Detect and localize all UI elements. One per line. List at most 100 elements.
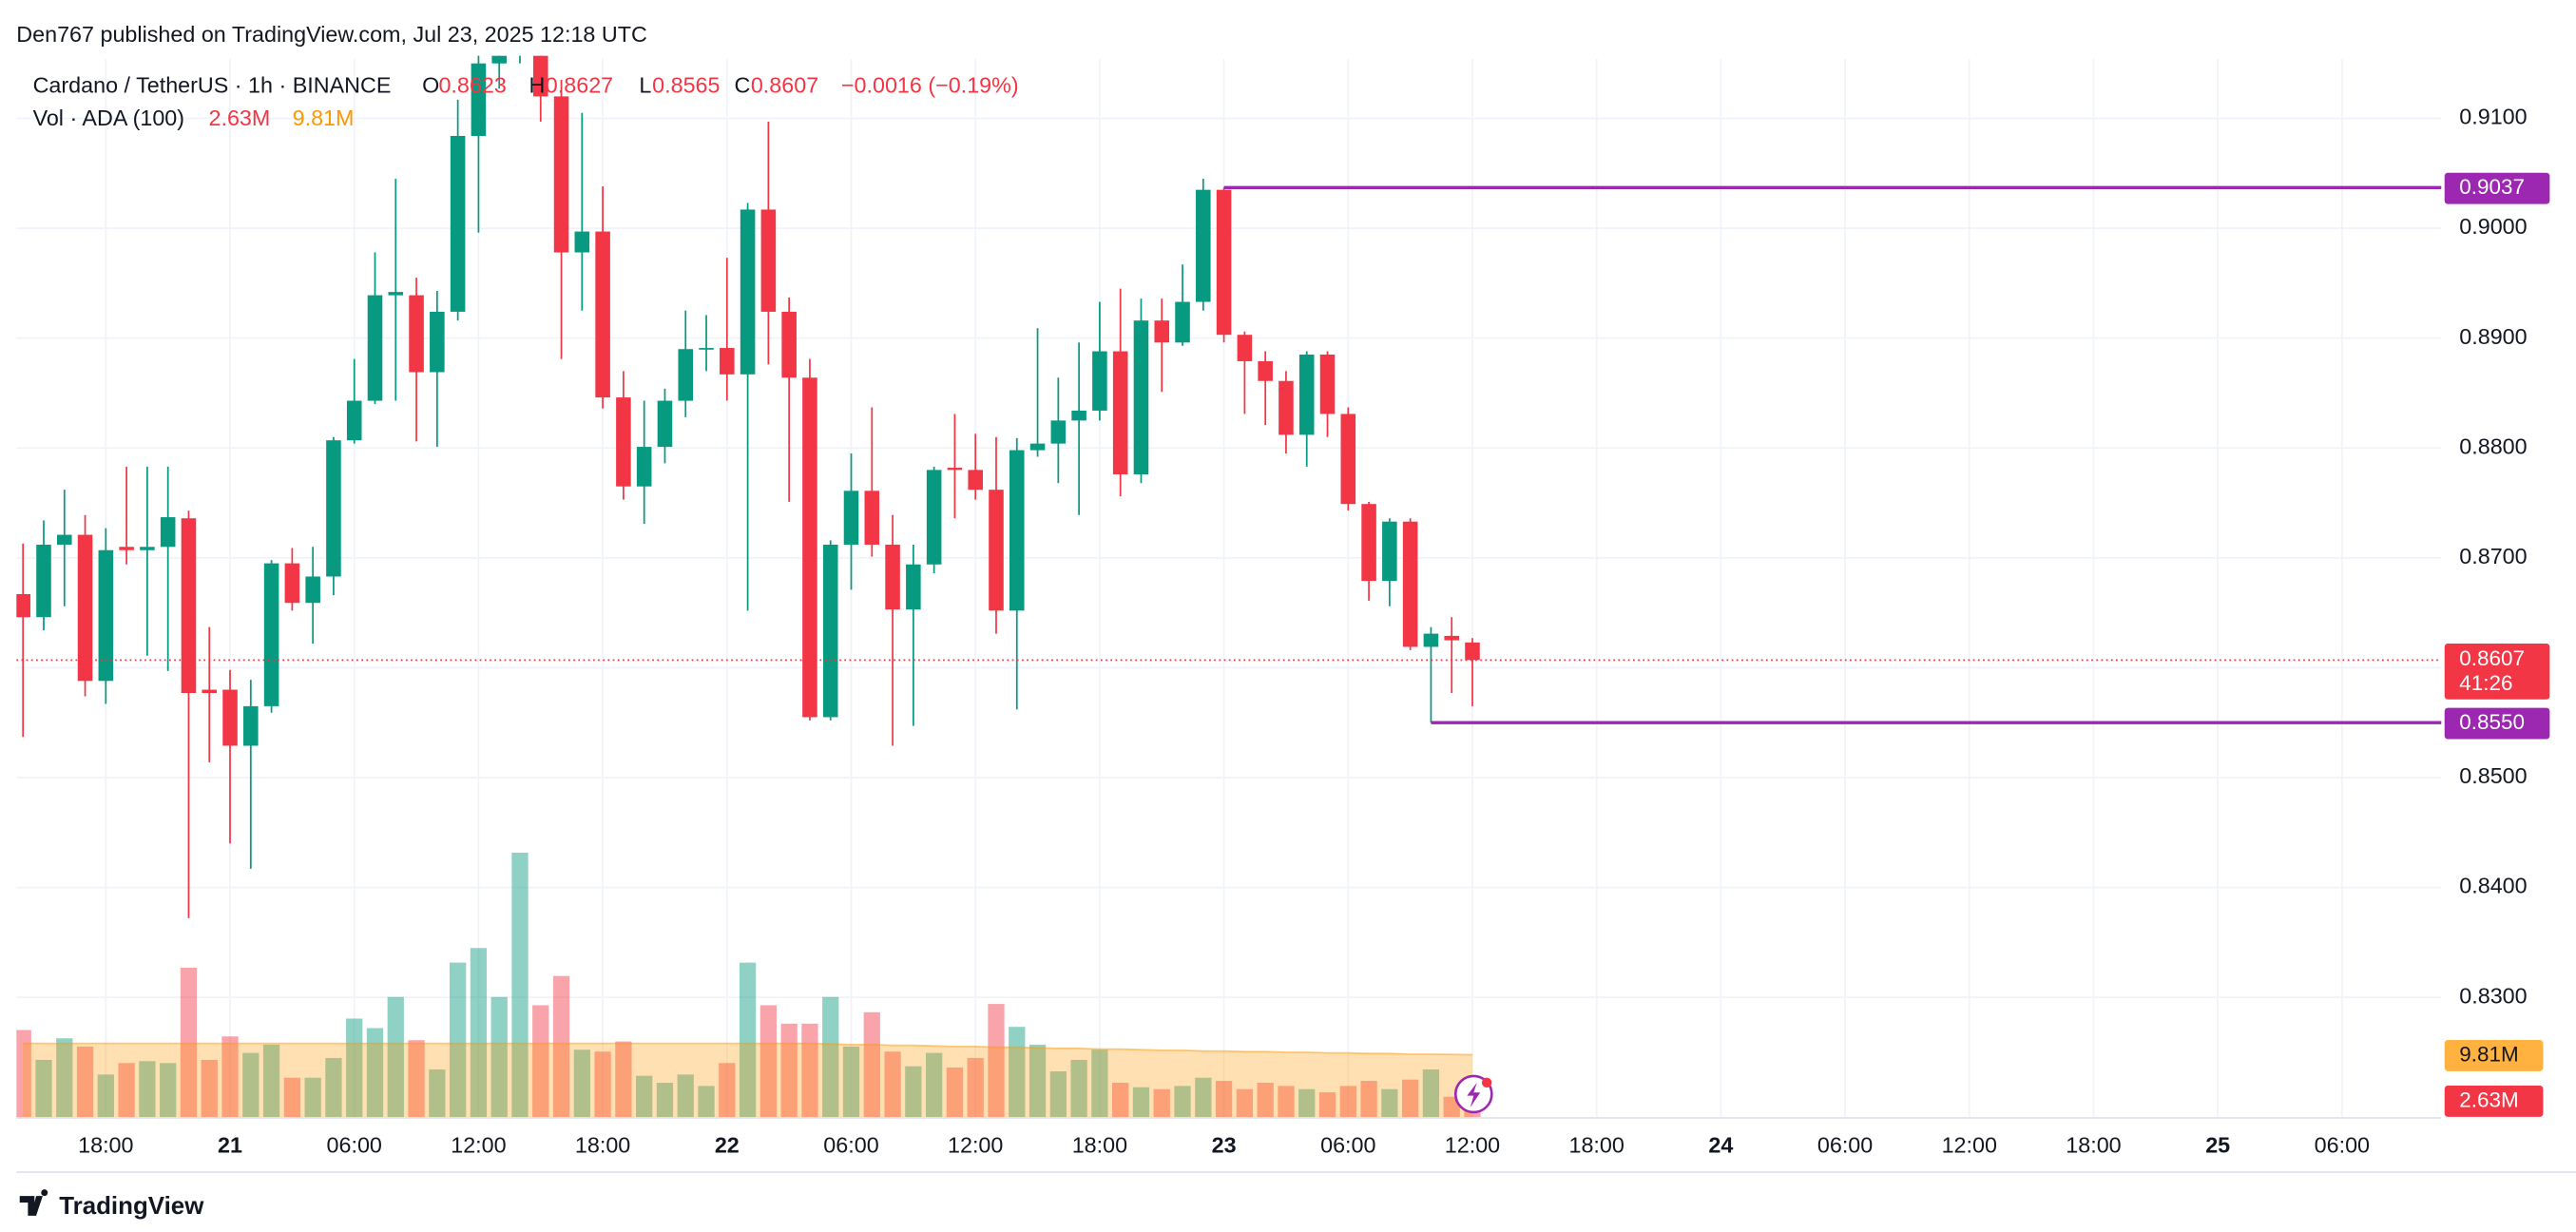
candle-body — [532, 55, 548, 97]
volume-bar — [532, 1005, 549, 1118]
volume-bar — [719, 1063, 736, 1118]
volume-bar — [698, 1086, 715, 1118]
volume-badge-label: 2.63M — [2459, 1088, 2518, 1111]
x-tick-label: 21 — [218, 1132, 242, 1157]
candle-body — [56, 534, 72, 545]
volume-bar — [1360, 1081, 1377, 1118]
volume-bar — [656, 1083, 674, 1118]
x-tick-label: 18:00 — [1568, 1132, 1624, 1157]
ohlc-letter: L — [639, 73, 651, 98]
candle-body — [98, 549, 114, 682]
candle-body — [305, 576, 320, 604]
volume-bar — [615, 1041, 632, 1118]
volume-bar — [366, 1028, 384, 1118]
y-tick-label: 0.9000 — [2459, 214, 2527, 239]
candle-body — [263, 563, 279, 706]
volume-bar — [1174, 1086, 1191, 1118]
volume-bar — [677, 1074, 694, 1118]
logo-text: TradingView — [59, 1193, 204, 1220]
candle-body — [1009, 450, 1025, 611]
volume-bar — [511, 852, 529, 1118]
volume-value: 2.63M — [208, 106, 270, 130]
candle-body — [1361, 504, 1376, 582]
x-tick-label: 18:00 — [575, 1132, 630, 1157]
x-tick-label: 06:00 — [823, 1132, 878, 1157]
volume-bar — [1091, 1049, 1108, 1118]
candle-body — [595, 231, 610, 398]
alert-dot — [1481, 1077, 1492, 1088]
candle-body — [720, 348, 735, 375]
countdown-label: 41:26 — [2459, 671, 2512, 695]
candle-body — [1278, 380, 1294, 435]
volume-bar — [1401, 1079, 1419, 1118]
x-tick-label: 12:00 — [948, 1132, 1003, 1157]
volume-bar — [801, 1023, 818, 1118]
volume-bar — [884, 1051, 901, 1118]
volume-ma-line — [23, 1042, 1472, 1056]
volume-bar — [967, 1057, 984, 1118]
level-badge — [2444, 172, 2550, 204]
volume-bar — [1278, 1086, 1295, 1118]
volume-bar — [304, 1077, 321, 1118]
candle-body — [781, 311, 797, 378]
candle-body — [1382, 521, 1397, 582]
candle-body — [1258, 360, 1273, 381]
volume-bar — [429, 1068, 446, 1118]
volume-bar — [160, 1063, 177, 1118]
y-tick-label: 0.8400 — [2459, 874, 2527, 898]
volume-bar — [1028, 1044, 1047, 1118]
volume-bar — [242, 1052, 260, 1118]
candle-body — [678, 349, 694, 401]
volume-bar — [1112, 1083, 1129, 1118]
volume-bar — [594, 1051, 611, 1118]
symbol-title: Cardano / TetherUS · 1h · BINANCE — [33, 73, 392, 98]
candle-body — [1298, 355, 1315, 435]
volume-pane — [16, 852, 1481, 1118]
volume-bar — [283, 1077, 301, 1118]
x-tick-label: 12:00 — [451, 1132, 506, 1157]
volume-bar — [1422, 1068, 1440, 1118]
candle-body — [450, 136, 466, 312]
y-tick-label: 0.8900 — [2459, 324, 2527, 349]
volume-bar — [387, 996, 404, 1118]
volume-bar — [739, 962, 757, 1118]
volume-legend: Vol · ADA (100) — [33, 106, 185, 130]
candle-body — [36, 544, 51, 618]
level-badge-label: 0.9037 — [2459, 175, 2525, 199]
candle-body — [1340, 414, 1356, 505]
grid — [16, 59, 2442, 1118]
candle-body — [1112, 351, 1128, 474]
x-tick-label: 25 — [2205, 1132, 2230, 1157]
volume-bar — [1339, 1086, 1356, 1118]
volume-bar — [925, 1052, 943, 1118]
candle-body — [491, 55, 507, 64]
volume-bar — [988, 1004, 1005, 1118]
candle-body — [1402, 521, 1418, 647]
volume-bar — [139, 1061, 156, 1118]
candle-body — [906, 564, 921, 610]
x-tick-label: 12:00 — [1942, 1132, 1997, 1157]
candle-body — [1071, 410, 1086, 421]
candle-body — [740, 209, 756, 375]
volume-bar — [905, 1066, 922, 1118]
candle-body — [760, 209, 777, 312]
candle-body — [926, 470, 942, 565]
volume-bar — [16, 1030, 31, 1118]
volume-bar — [552, 975, 570, 1118]
volume-bar — [1215, 1081, 1233, 1118]
y-tick-label: 0.8300 — [2459, 983, 2527, 1008]
candle-body — [284, 563, 300, 604]
volume-bar — [1070, 1059, 1087, 1118]
candles — [16, 55, 1480, 918]
candle-body — [947, 468, 963, 471]
candle-body — [636, 447, 652, 487]
volume-bar — [636, 1075, 653, 1118]
x-tick-label: 22 — [715, 1132, 740, 1157]
ohlc-letter: C — [735, 73, 751, 98]
x-tick-label: 18:00 — [1072, 1132, 1127, 1157]
candle-body — [802, 377, 817, 718]
candle-body — [346, 400, 362, 441]
volume-bar — [490, 996, 508, 1118]
candle-body — [1319, 355, 1336, 414]
volume-bar — [56, 1038, 73, 1118]
